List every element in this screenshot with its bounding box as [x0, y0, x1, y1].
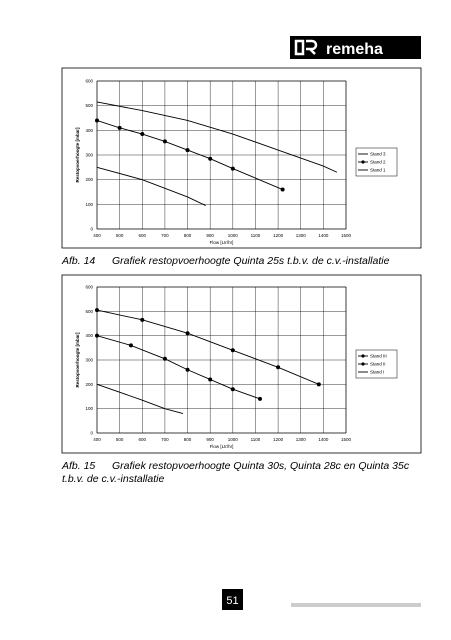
chart-frame [61, 67, 422, 249]
y-tick-label: 100 [85, 202, 93, 207]
x-tick-label: 900 [206, 233, 214, 238]
data-point [276, 365, 281, 370]
x-tick-label: 600 [139, 233, 147, 238]
data-point [140, 132, 145, 137]
y-tick-label: 0 [90, 227, 93, 232]
x-tick-label: 1300 [296, 233, 307, 238]
legend-label: Stand 3 [370, 152, 386, 157]
legend-label: Stand I [370, 370, 384, 375]
x-tick-label: 800 [184, 437, 192, 442]
legend-label: Stand II [370, 362, 386, 367]
y-tick-label: 500 [85, 309, 93, 314]
y-tick-label: 0 [90, 431, 93, 436]
caption-text: Grafiek restopvoerhoogte Quinta 30s, Qui… [62, 460, 410, 485]
data-point [230, 387, 235, 392]
x-tick-label: 1400 [318, 437, 329, 442]
x-tick-label: 800 [184, 233, 192, 238]
x-tick-label: 1000 [228, 437, 239, 442]
x-tick-label: 900 [206, 437, 214, 442]
x-tick-label: 1200 [273, 437, 284, 442]
x-tick-label: 1500 [341, 233, 352, 238]
data-point [185, 148, 190, 153]
logo-icon [306, 39, 318, 55]
x-axis-label: Flow [Ltr/hr] [210, 240, 234, 245]
y-axis-label: Restopvoerhoogte [mbar] [75, 332, 80, 388]
y-tick-label: 600 [85, 79, 93, 84]
data-point [95, 118, 99, 123]
series-line [96, 335, 261, 400]
x-tick-label: 400 [93, 233, 101, 238]
caption-text: Grafiek restopvoerhoogte Quinta 25s t.b.… [112, 255, 390, 267]
x-tick-label: 600 [139, 437, 147, 442]
caption: Afb. 14 Grafiek restopvoerhoogte Quinta 2… [62, 255, 422, 268]
data-point [185, 367, 190, 372]
data-point [208, 156, 213, 161]
page-number-box [222, 589, 243, 610]
data-point [230, 348, 235, 353]
legend-marker [361, 354, 365, 358]
chart-frame [61, 274, 422, 454]
legend-label: Stand 2 [370, 160, 386, 165]
x-tick-label: 500 [116, 233, 124, 238]
x-tick-label: 1300 [296, 437, 307, 442]
x-tick-label: 700 [161, 437, 169, 442]
y-tick-label: 400 [85, 128, 93, 133]
x-tick-label: 1500 [341, 437, 352, 442]
logo-text: remeha [326, 41, 383, 58]
series-line [96, 383, 184, 414]
data-point [128, 343, 133, 348]
data-point [208, 377, 213, 382]
y-tick-label: 400 [85, 333, 93, 338]
caption-label: Afb. 15 [62, 460, 96, 472]
legend-marker [361, 362, 365, 366]
logo-icon [294, 39, 305, 56]
page-number: 51 [226, 595, 238, 607]
y-tick-label: 300 [85, 358, 93, 363]
x-tick-label: 400 [93, 437, 101, 442]
x-tick-label: 1100 [251, 233, 261, 238]
y-tick-label: 300 [85, 153, 93, 158]
data-point [95, 308, 99, 313]
x-tick-label: 1400 [318, 233, 329, 238]
caption: Afb. 15 Grafiek restopvoerhoogte Quinta 3… [62, 460, 422, 486]
legend-label: Stand III [370, 354, 387, 359]
data-point [95, 333, 99, 338]
data-point [230, 166, 235, 171]
data-point [162, 139, 167, 144]
series-line [96, 309, 320, 385]
x-tick-label: 500 [116, 437, 124, 442]
data-point [140, 317, 145, 322]
series-line [96, 101, 338, 173]
caption-label: Afb. 14 [62, 255, 96, 267]
data-point [316, 382, 321, 387]
x-tick-label: 700 [161, 233, 169, 238]
data-point [162, 356, 167, 361]
y-tick-label: 500 [85, 103, 93, 108]
series-line [96, 166, 206, 206]
series-line [96, 120, 283, 190]
y-tick-label: 200 [85, 177, 93, 182]
data-point [185, 331, 190, 336]
x-tick-label: 1200 [273, 233, 284, 238]
y-axis-label: Restopvoerhoogte [mbar] [75, 127, 80, 183]
x-axis-label: Flow [Ltr/hr] [210, 444, 234, 449]
legend-label: Stand 1 [370, 168, 386, 173]
data-point [257, 396, 262, 401]
y-tick-label: 600 [85, 285, 93, 290]
legend-marker [361, 160, 365, 164]
footer-bar [291, 603, 421, 607]
y-tick-label: 200 [85, 382, 93, 387]
x-tick-label: 1000 [228, 233, 239, 238]
y-tick-label: 100 [85, 406, 93, 411]
logo-box [290, 36, 421, 59]
data-point [280, 187, 285, 192]
x-tick-label: 1100 [251, 437, 261, 442]
data-point [117, 125, 122, 130]
